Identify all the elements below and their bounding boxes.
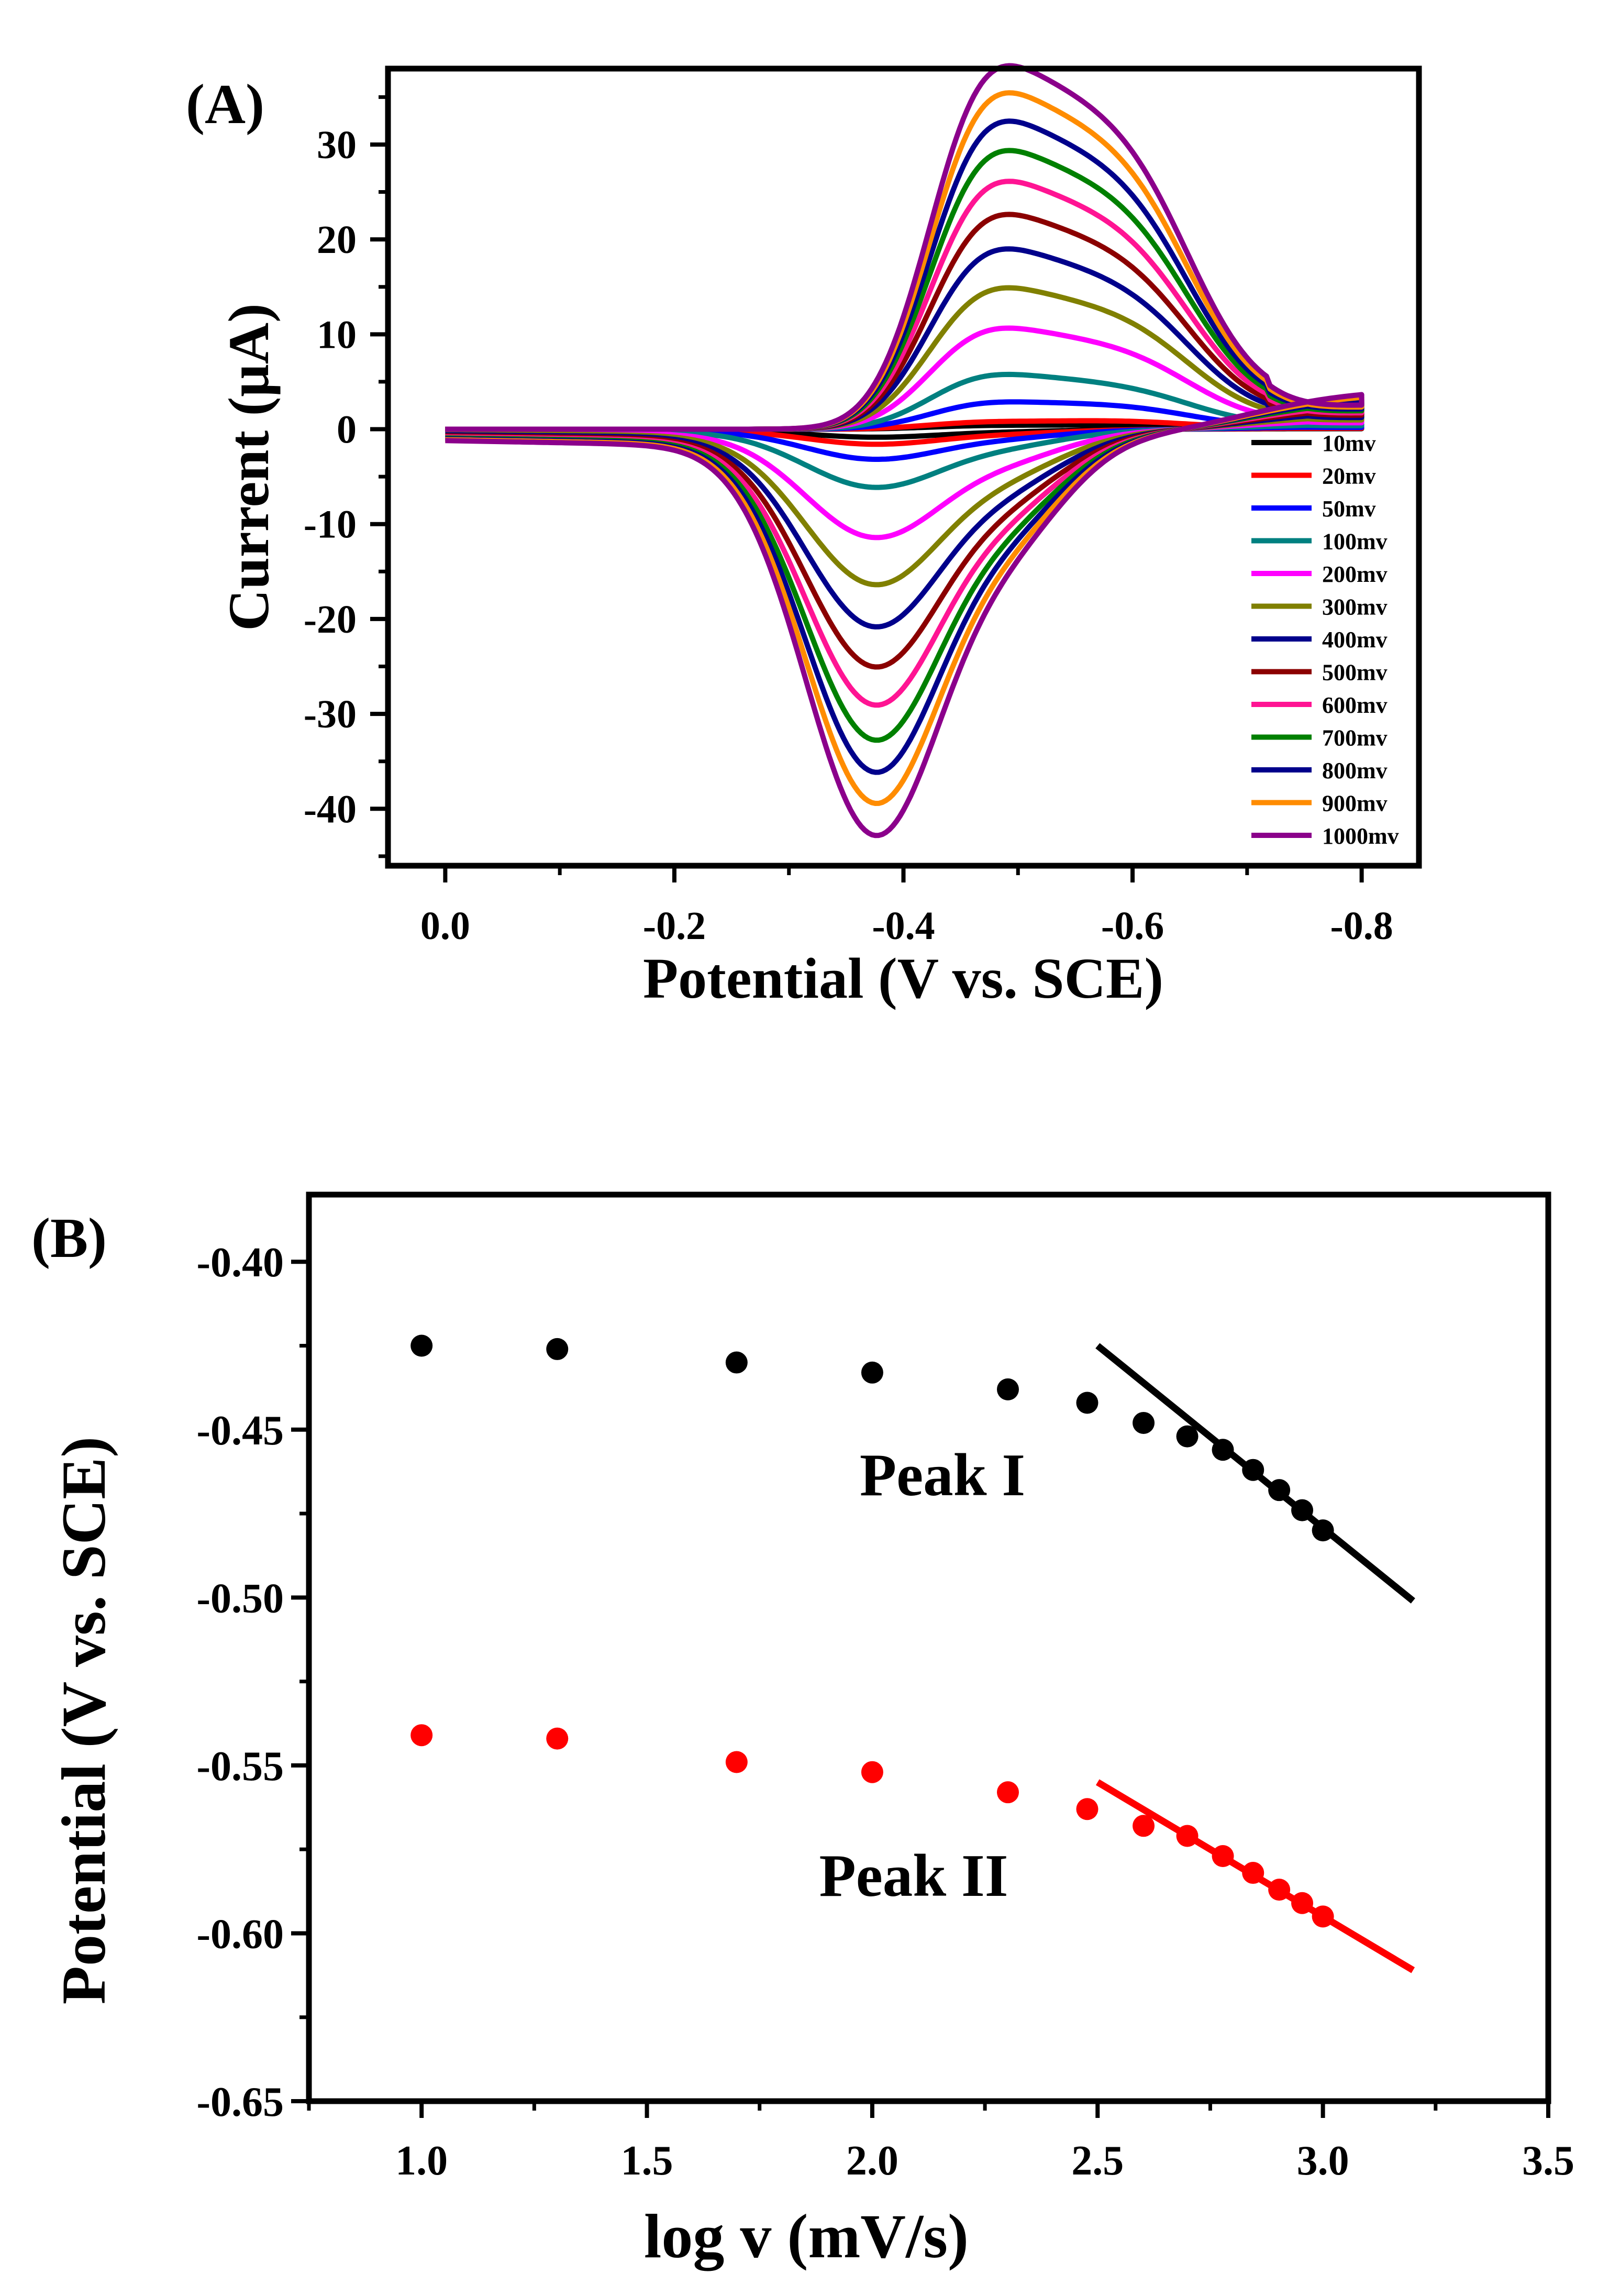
panel-a-y-axis-label: Current (μA)	[217, 303, 281, 631]
panel-b-ticks: 1.0 1.5 2.0 2.5 3.0 3.5 -0.65 -0.60 -0.55 -0.50 -0…	[196, 1240, 1574, 2184]
peak-ii-point	[861, 1761, 883, 1783]
panel-a-ticks: 0.0 -0.2 -0.4 -0.6 -0.8 -40 -30 -20 -10 0 10 20 30	[304, 95, 1393, 948]
peak-i-point	[1291, 1499, 1314, 1521]
peak-i-point	[1242, 1459, 1264, 1481]
peak-ii-point	[725, 1751, 748, 1773]
panel-a-y-tick-label: 0	[337, 408, 357, 452]
panel-a-x-axis-label: Potential (V vs. SCE)	[643, 946, 1163, 1010]
panel-b-y-tick-label: -0.50	[196, 1575, 284, 1621]
panel-a-plot-area	[445, 63, 1364, 838]
peak-ii-point	[1076, 1798, 1098, 1820]
panel-a-x-tick-label: -0.8	[1330, 904, 1393, 948]
peak-i-point	[996, 1378, 1019, 1400]
panel-a-x-tick-label: 0.0	[420, 904, 470, 948]
legend-label-100mv: 100mv	[1322, 529, 1388, 555]
panel-a-cv-chart: 0.0 -0.2 -0.4 -0.6 -0.8 -40 -30 -20 -10 0 10 20 30 1…	[186, 63, 1422, 1010]
peak-ii-point	[1212, 1845, 1234, 1867]
legend-label-50mv: 50mv	[1322, 496, 1376, 522]
peak-i-point	[725, 1351, 748, 1374]
panel-a-y-tick-label: -10	[304, 503, 357, 547]
peak-ii-point	[410, 1724, 433, 1747]
cv-curve-800mv	[445, 118, 1364, 775]
legend-label-10mv: 10mv	[1322, 431, 1376, 456]
legend-label-20mv: 20mv	[1322, 463, 1376, 489]
panel-a-y-tick-label: -20	[304, 598, 357, 642]
panel-a-x-tick-label: -0.2	[643, 904, 706, 948]
panel-b-x-tick-label: 1.0	[395, 2138, 448, 2184]
legend-label-700mv: 700mv	[1322, 725, 1388, 751]
panel-b-y-tick-label: -0.65	[196, 2079, 284, 2125]
panel-b-x-tick-label: 2.0	[846, 2138, 898, 2184]
panel-b-y-axis-label: Potential (V vs. SCE)	[49, 1437, 118, 2004]
legend-label-900mv: 900mv	[1322, 791, 1388, 816]
peak-i-point	[861, 1361, 883, 1384]
panel-a-y-tick-label: -30	[304, 692, 357, 736]
peak-i-point	[1133, 1411, 1155, 1434]
legend-label-500mv: 500mv	[1322, 660, 1388, 686]
panel-b-plot-area	[410, 1334, 1415, 1973]
cv-curve-900mv	[445, 90, 1364, 806]
peak-ii-point	[1133, 1815, 1155, 1837]
peak-i-point	[1076, 1392, 1098, 1414]
peak-ii-point	[1176, 1825, 1198, 1847]
panel-a-label: (A)	[186, 73, 264, 136]
legend-label-1000mv: 1000mv	[1322, 823, 1399, 849]
peak-ii-point	[1312, 1905, 1334, 1928]
peak-i-point	[410, 1334, 433, 1357]
panel-b-x-tick-label: 3.0	[1297, 2138, 1349, 2184]
panel-b-y-tick-label: -0.55	[196, 1743, 284, 1790]
panel-b-x-tick-label: 1.5	[621, 2138, 673, 2184]
peak-i-point	[546, 1338, 569, 1360]
peak-ii-point	[996, 1781, 1019, 1804]
peak-i-point	[1176, 1425, 1198, 1448]
peak-i-point	[1212, 1439, 1234, 1461]
legend-label-800mv: 800mv	[1322, 758, 1388, 783]
panel-a-x-tick-label: -0.4	[872, 904, 935, 948]
panel-b-scatter-chart: 1.0 1.5 2.0 2.5 3.0 3.5 -0.65 -0.60 -0.55 -0.50 -0…	[31, 1191, 1574, 2271]
panel-a-legend: 10mv 20mv 50mv 100mv 200mv 300mv 400mv 500mv 600…	[1251, 431, 1399, 849]
peak-ii-annotation: Peak II	[819, 1842, 1008, 1909]
panel-b-label: (B)	[31, 1207, 107, 1270]
panel-a-y-tick-label: 10	[317, 313, 357, 357]
panel-b-y-tick-label: -0.60	[196, 1911, 284, 1957]
legend-label-600mv: 600mv	[1322, 692, 1388, 718]
panel-a-y-tick-label: 20	[317, 218, 357, 262]
panel-a-x-tick-label: -0.6	[1101, 904, 1164, 948]
panel-a-y-tick-label: -40	[304, 787, 357, 831]
cv-curve-1000mv	[445, 63, 1364, 838]
panel-b-x-axis-label: log v (mV/s)	[644, 2201, 969, 2271]
legend-label-400mv: 400mv	[1322, 627, 1388, 653]
peak-ii-point	[546, 1727, 569, 1750]
panel-b-frame	[306, 1191, 1551, 2104]
panel-a-y-tick-label: 30	[317, 123, 357, 167]
peak-ii-point	[1242, 1862, 1264, 1884]
peak-i-point	[1268, 1479, 1291, 1502]
peak-ii-point	[1291, 1892, 1314, 1914]
legend-label-300mv: 300mv	[1322, 594, 1388, 620]
peak-i-annotation: Peak I	[860, 1442, 1025, 1508]
panel-b-x-tick-label: 3.5	[1522, 2138, 1574, 2184]
peak-ii-point	[1268, 1879, 1291, 1901]
panel-b-y-tick-label: -0.45	[196, 1408, 284, 1454]
legend-label-200mv: 200mv	[1322, 561, 1388, 587]
panel-b-x-tick-label: 2.5	[1071, 2138, 1124, 2184]
peak-i-point	[1312, 1519, 1334, 1542]
panel-b-y-tick-label: -0.40	[196, 1240, 284, 1286]
